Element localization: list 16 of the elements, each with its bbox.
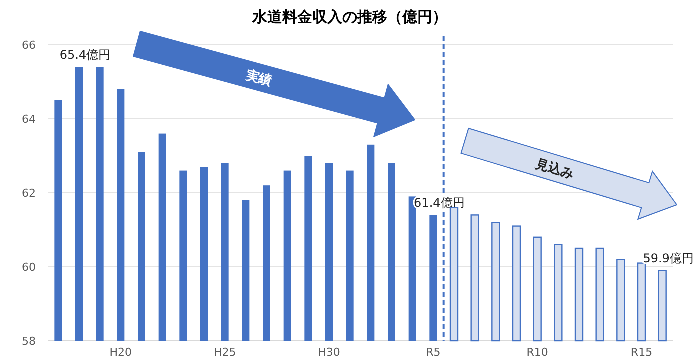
x-tick-label: R15 xyxy=(630,346,653,359)
x-tick-label: H20 xyxy=(110,346,132,359)
y-tick-label: 64 xyxy=(22,113,36,126)
annotation: 見込み xyxy=(532,156,576,182)
y-tick-label: 66 xyxy=(22,39,36,52)
x-tick-label: R10 xyxy=(526,346,548,359)
x-tick-label: H25 xyxy=(214,346,236,359)
annotation: 実績 xyxy=(243,66,274,90)
y-tick-label: 62 xyxy=(22,187,36,200)
y-tick-label: 58 xyxy=(22,335,36,348)
data-label: 65.4億円 xyxy=(60,48,111,62)
x-tick-label: H30 xyxy=(318,346,340,359)
x-tick-label: R5 xyxy=(426,346,441,359)
chart-title: 水道料金収入の推移（億円） xyxy=(252,8,448,26)
y-tick-label: 60 xyxy=(22,261,36,274)
data-label: 59.9億円 xyxy=(643,252,694,266)
